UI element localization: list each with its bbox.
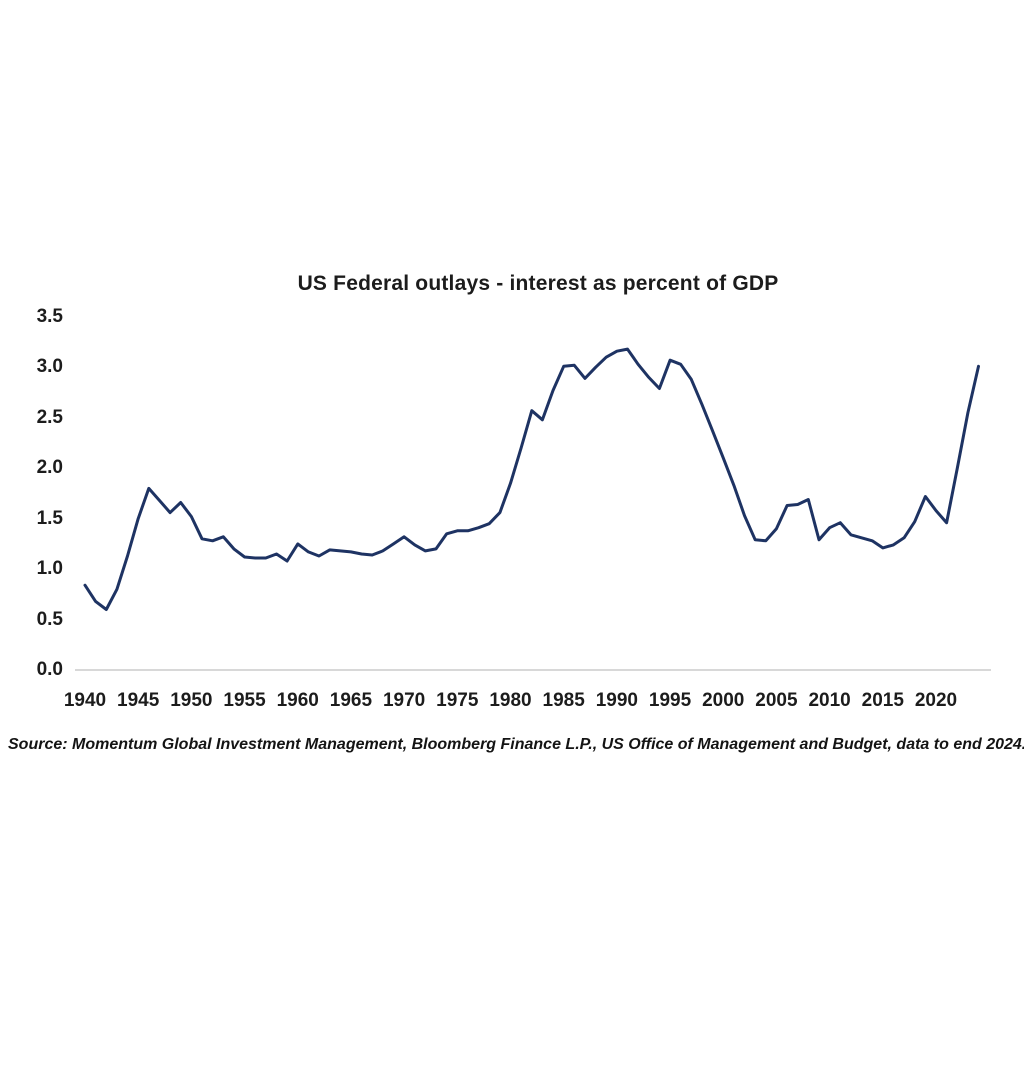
y-axis-tick-label: 0.5 — [36, 608, 63, 630]
y-axis-tick-label: 1.0 — [36, 558, 63, 580]
x-axis-tick-label: 1960 — [276, 690, 319, 711]
x-axis-tick-label: 1965 — [329, 690, 373, 711]
y-axis-tick-label: 3.0 — [36, 356, 63, 378]
x-axis-tick-label: 2015 — [861, 690, 904, 711]
y-axis-tick-label: 2.5 — [36, 406, 63, 428]
x-axis-tick-label: 1995 — [648, 690, 692, 711]
x-axis-tick-label: 1955 — [223, 690, 266, 711]
y-axis-tick-label: 2.0 — [36, 457, 63, 479]
chart-title: US Federal outlays - interest as percent… — [297, 272, 779, 295]
x-axis-tick-label: 1940 — [63, 690, 107, 711]
x-axis-tick-label: 2005 — [755, 690, 798, 711]
y-axis-tick-label: 1.5 — [36, 507, 63, 529]
x-axis-tick-label: 2000 — [702, 690, 745, 711]
x-axis-tick-label: 1945 — [117, 690, 160, 711]
y-axis-tick-label: 0.0 — [36, 659, 63, 680]
x-axis-tick-label: 1970 — [382, 690, 426, 711]
x-axis-baseline — [75, 669, 991, 671]
x-axis-tick-label: 1975 — [436, 690, 479, 711]
source-text: Source: Momentum Global Investment Manag… — [8, 736, 1024, 753]
x-axis-tick-label: 1990 — [595, 690, 639, 711]
x-axis-tick-label: 2010 — [808, 690, 851, 711]
x-axis-tick-label: 2020 — [914, 690, 958, 711]
interest-percent-gdp-line — [83, 347, 980, 611]
x-axis-tick-label: 1980 — [489, 690, 532, 711]
x-axis-tick-label: 1950 — [170, 690, 213, 711]
x-axis-tick-label: 1985 — [542, 690, 585, 711]
y-axis-tick-label: 3.5 — [36, 305, 63, 327]
